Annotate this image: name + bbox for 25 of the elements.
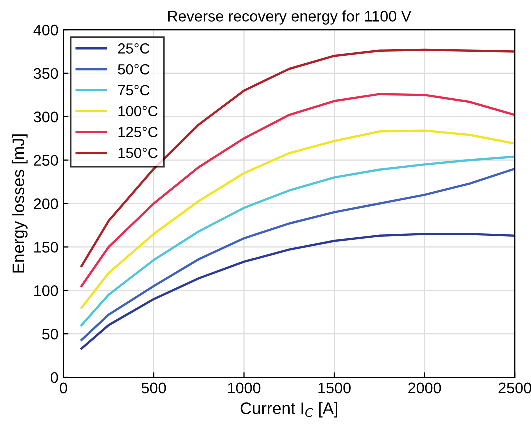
legend-label: 125°C [118,127,158,138]
x-tick-label: 500 [142,382,166,394]
y-tick-label: 300 [34,112,58,123]
y-tick-label: 50 [42,328,58,340]
y-tick-label: 350 [34,68,58,80]
legend-label: 100°C [118,106,158,117]
x-tick-label: 1000 [228,382,261,394]
y-tick-label: 150 [34,242,58,253]
y-tick-label: 0 [50,372,58,384]
x-tick-label: 2500 [498,382,531,394]
x-tick-label: 0 [60,382,68,394]
x-tick-label: 2000 [408,382,442,394]
y-axis-title: Energy losses [mJ] [12,134,28,273]
legend-label: 150°C [118,148,158,158]
x-axis-title: Current I$_{C}$ [A] [240,402,338,418]
line-series [80,233,516,350]
x-tick-label: 1500 [318,382,351,394]
y-tick-label: 250 [34,155,58,166]
legend-label: 50°C [118,64,150,75]
legend-label: 25°C [118,44,150,54]
y-tick-label: 100 [34,286,58,296]
chart-title: Reverse recovery energy for 1100 V [168,10,412,25]
legend-label: 75°C [118,85,150,96]
y-tick-label: 400 [34,24,58,36]
y-tick-label: 200 [34,198,58,210]
